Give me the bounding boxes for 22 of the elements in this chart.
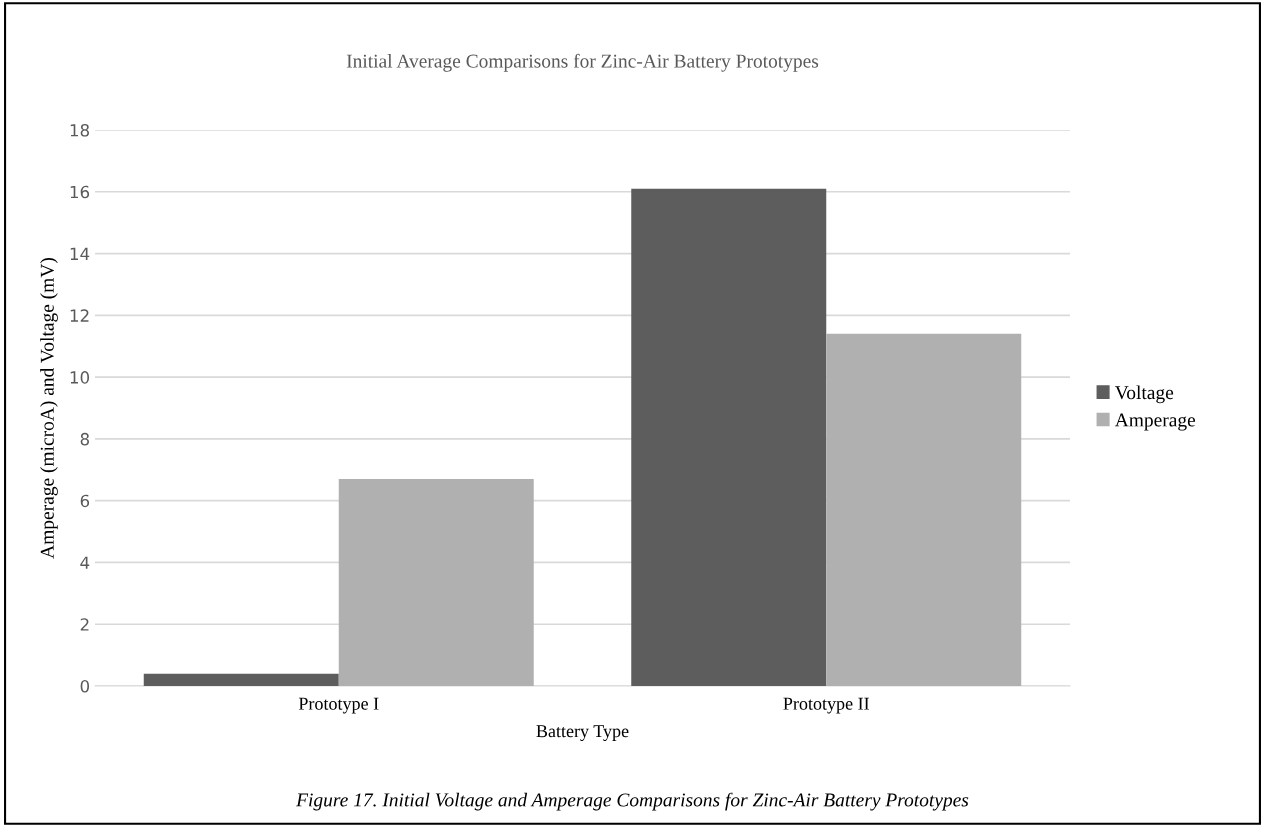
legend-label: Voltage: [1114, 385, 1174, 404]
y-tick-label: 12: [70, 309, 89, 322]
bar: [143, 673, 339, 686]
y-tick-label: 2: [80, 618, 89, 631]
bar: [338, 479, 534, 686]
y-tick-label: 4: [80, 556, 90, 569]
y-tick-label: 18: [70, 123, 89, 137]
y-tick-label: 14: [70, 247, 90, 260]
y-axis-title: Amperage (microA) and Voltage (mV): [40, 258, 58, 559]
y-tick-label: 6: [80, 494, 90, 508]
chart-title: Initial Average Comparisons for Zinc-Air Battery Prototypes: [346, 53, 819, 72]
x-tick-label: Prototype II: [783, 697, 869, 714]
y-tick-label: 10: [70, 371, 90, 384]
x-axis-title: Battery Type: [536, 725, 629, 741]
bar: [631, 188, 827, 686]
legend-label: Amperage: [1114, 413, 1196, 431]
caption: Figure 17. Initial Voltage and Amperage Comparisons for Zinc-Air Battery Prototypes: [296, 792, 969, 811]
y-tick-label: 0: [80, 679, 90, 693]
x-tick-label: Prototype I: [298, 697, 379, 714]
y-tick-label: 16: [70, 185, 90, 199]
bar: [826, 333, 1022, 686]
y-tick-label: 8: [80, 432, 89, 446]
